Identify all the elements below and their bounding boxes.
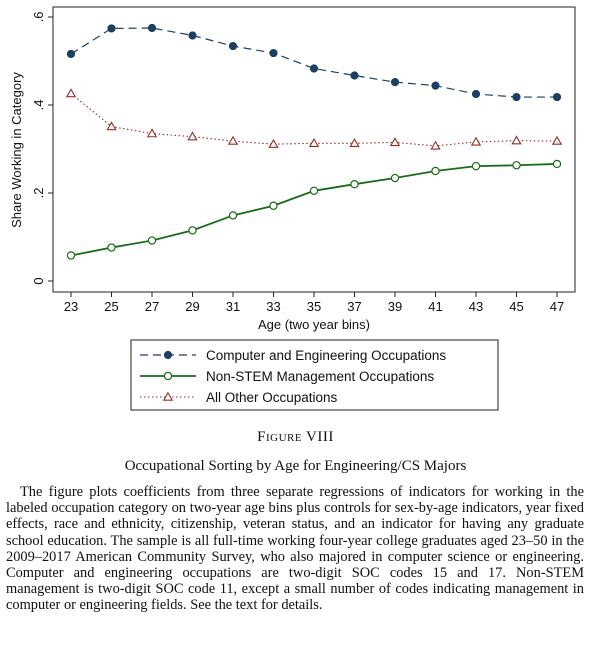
data-point xyxy=(471,161,481,171)
series-line xyxy=(70,163,558,257)
data-point xyxy=(551,135,563,145)
y-axis-label: Share Working in Category xyxy=(9,72,24,228)
data-point xyxy=(65,88,77,98)
series-1 xyxy=(66,23,562,102)
series-2 xyxy=(66,159,562,260)
data-point xyxy=(107,24,116,33)
x-tick-label: 33 xyxy=(266,299,280,314)
data-point xyxy=(309,64,319,73)
y-tick-label: .6 xyxy=(31,12,46,23)
data-point xyxy=(268,138,279,148)
data-point xyxy=(308,137,320,147)
data-point xyxy=(106,121,117,131)
data-point xyxy=(107,243,116,252)
data-point xyxy=(512,161,521,170)
data-point xyxy=(431,166,440,176)
y-tick-label: 0 xyxy=(31,277,46,284)
data-point xyxy=(227,135,239,145)
figure-caption: The figure plots coefficients from three… xyxy=(6,484,584,614)
plot-frame xyxy=(52,6,576,293)
y-tick-label: .2 xyxy=(31,188,46,199)
data-point xyxy=(187,131,198,141)
data-point xyxy=(228,41,238,51)
data-point xyxy=(552,159,562,169)
x-tick-label: 23 xyxy=(64,299,78,314)
data-point xyxy=(228,211,238,220)
y-tick-label: .4 xyxy=(31,100,46,111)
series-line xyxy=(70,27,557,98)
legend-label: Non-STEM Management Occupations xyxy=(206,369,434,384)
x-tick-label: 37 xyxy=(347,299,361,314)
x-tick-label: 31 xyxy=(226,299,240,314)
legend-label: Computer and Engineering Occupations xyxy=(206,348,446,363)
data-point xyxy=(430,140,441,150)
data-point xyxy=(66,49,76,59)
data-point xyxy=(309,186,319,195)
data-point xyxy=(390,173,400,183)
data-point xyxy=(147,23,157,33)
x-axis-label: Age (two year bins) xyxy=(258,317,370,332)
series-3 xyxy=(65,88,563,150)
legend-marker xyxy=(162,391,174,401)
data-point xyxy=(147,236,157,245)
legend-label: All Other Occupations xyxy=(206,390,338,405)
data-point xyxy=(269,201,278,210)
data-point xyxy=(66,251,76,260)
legend: Computer and Engineering Occupations Non-… xyxy=(130,339,499,411)
x-tick-label: 27 xyxy=(145,299,159,314)
legend-item: Non-STEM Management Occupations xyxy=(140,369,434,384)
legend-item: All Other Occupations xyxy=(140,390,338,405)
x-tick-label: 35 xyxy=(307,299,321,314)
figure-label: Figure VIII xyxy=(257,429,334,445)
data-point xyxy=(512,92,521,102)
data-point xyxy=(552,92,562,102)
data-point xyxy=(269,48,278,58)
legend-marker xyxy=(163,371,173,381)
x-tick-label: 47 xyxy=(550,299,564,314)
x-tick-label: 41 xyxy=(428,299,442,314)
data-point xyxy=(349,137,360,147)
data-point xyxy=(350,71,359,80)
x-tick-label: 25 xyxy=(104,299,118,314)
data-point xyxy=(511,135,522,145)
x-tick-label: 43 xyxy=(469,299,483,314)
data-point xyxy=(350,179,359,189)
data-point xyxy=(431,81,440,90)
figure-title: Occupational Sorting by Age for Engineer… xyxy=(124,458,467,474)
data-point xyxy=(470,136,482,146)
x-tick-label: 29 xyxy=(185,299,199,314)
legend-box xyxy=(130,339,499,411)
x-tick-label: 39 xyxy=(388,299,402,314)
data-point xyxy=(188,226,197,235)
data-point xyxy=(390,78,400,87)
data-point xyxy=(146,128,158,138)
data-point xyxy=(188,31,197,40)
y-axis: 0 .2 .4 .6 xyxy=(31,12,53,285)
x-tick-label: 45 xyxy=(509,299,523,314)
legend-marker xyxy=(163,350,173,360)
series-layer xyxy=(65,23,563,260)
legend-item: Computer and Engineering Occupations xyxy=(140,348,446,363)
x-axis: 23 25 27 29 31 33 35 37 39 41 43 45 47 xyxy=(64,292,564,314)
data-point xyxy=(471,89,481,99)
data-point xyxy=(389,137,401,147)
chart: 0 .2 .4 .6 23 25 27 29 31 33 35 37 39 41 43 45 47 Share… xyxy=(9,6,576,411)
